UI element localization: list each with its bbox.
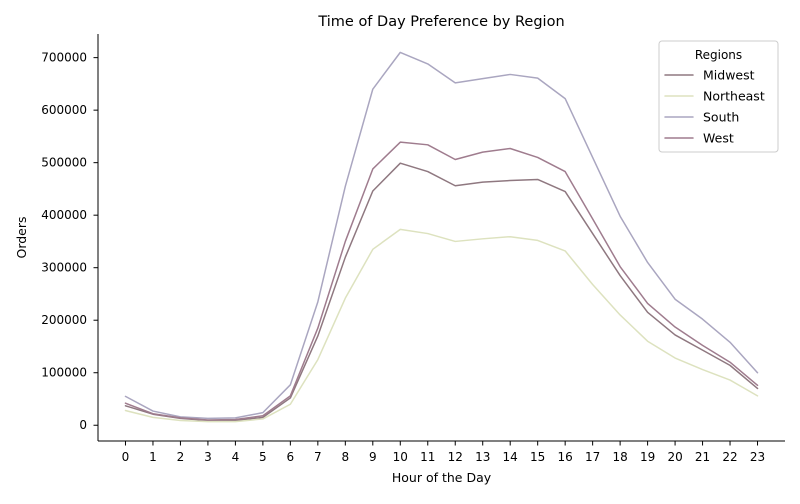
y-tick-label: 0 (79, 418, 87, 432)
x-axis-label: Hour of the Day (392, 470, 492, 485)
x-tick-label: 20 (667, 450, 682, 464)
x-tick-label: 6 (287, 450, 295, 464)
series-line-northeast (124, 228, 759, 423)
x-tick-label: 22 (722, 450, 737, 464)
x-tick-label: 12 (448, 450, 463, 464)
x-tick-label: 5 (259, 450, 267, 464)
y-tick-label: 700000 (41, 51, 87, 65)
series-layer (124, 51, 759, 423)
legend-items: Midwest Northeast South West (664, 68, 765, 146)
x-tick-label: 9 (369, 450, 377, 464)
x-tick-label: 4 (232, 450, 240, 464)
y-tick-label: 300000 (41, 261, 87, 275)
legend-title: Regions (695, 48, 742, 62)
x-tick-label: 16 (558, 450, 573, 464)
y-tick-label: 600000 (41, 103, 87, 117)
x-tick-label: 11 (420, 450, 435, 464)
series-line-midwest (124, 162, 759, 422)
x-tick-label: 10 (393, 450, 408, 464)
legend-label-south: South (703, 110, 739, 125)
x-tick-label: 13 (475, 450, 490, 464)
x-tick-label: 15 (530, 450, 545, 464)
legend-label-midwest: Midwest (703, 68, 755, 83)
x-tick-label: 23 (750, 450, 765, 464)
x-tick-label: 0 (122, 450, 130, 464)
x-tick-label: 21 (695, 450, 710, 464)
x-tick-label: 3 (204, 450, 212, 464)
y-tick-label: 200000 (41, 313, 87, 327)
x-tick-label: 7 (314, 450, 322, 464)
x-tick-label: 17 (585, 450, 600, 464)
x-tick-label: 18 (612, 450, 627, 464)
x-tick-label: 14 (503, 450, 518, 464)
chart-title: Time of Day Preference by Region (317, 14, 564, 30)
x-axis-ticks: 0 1 2 3 4 5 6 7 8 9 10 11 12 13 14 15 16 17 18 19 20 21 22 23 (122, 441, 765, 464)
series-line-west (124, 141, 759, 421)
x-tick-label: 2 (177, 450, 185, 464)
legend-box (658, 40, 779, 153)
x-tick-label: 8 (341, 450, 349, 464)
legend-label-west: West (703, 131, 734, 146)
y-axis-label: Orders (14, 216, 29, 258)
y-tick-label: 400000 (41, 208, 87, 222)
y-tick-label: 500000 (41, 156, 87, 170)
series-line-south (124, 51, 759, 420)
legend: Regions Midwest Northeast South West (658, 40, 779, 153)
y-tick-label: 100000 (41, 366, 87, 380)
legend-label-northeast: Northeast (703, 89, 765, 104)
y-axis-ticks: 0 100000 200000 300000 400000 500000 600000 700… (41, 51, 98, 432)
x-tick-label: 1 (149, 450, 157, 464)
x-tick-label: 19 (640, 450, 655, 464)
